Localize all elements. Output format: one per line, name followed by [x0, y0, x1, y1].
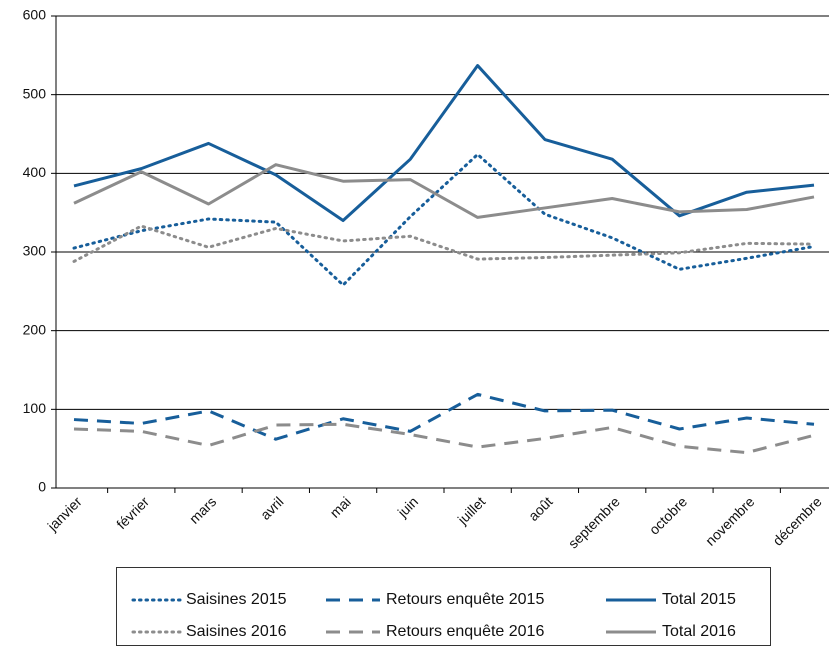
y-tick-label: 0	[38, 479, 46, 495]
y-tick-label: 300	[23, 243, 47, 259]
x-tick-label: février	[113, 493, 152, 532]
legend-box	[116, 567, 771, 646]
y-tick-label: 100	[23, 400, 47, 416]
x-tick-label: juillet	[454, 493, 489, 528]
legend-label: Total 2016	[662, 623, 736, 640]
legend-label: Saisines 2016	[186, 623, 287, 640]
x-tick-label: mai	[327, 493, 354, 520]
x-tick-label: juin	[394, 493, 421, 520]
series-line	[73, 392, 815, 441]
y-tick-label: 200	[23, 321, 47, 337]
x-tick-label: août	[525, 493, 556, 524]
x-tick-label: avril	[257, 493, 286, 522]
series-line	[72, 224, 816, 263]
x-tick-label: novembre	[702, 493, 757, 548]
legend-label: Total 2015	[662, 591, 736, 608]
y-tick-label: 400	[23, 164, 47, 180]
x-tick-label: mars	[186, 493, 219, 526]
legend-label: Saisines 2015	[186, 591, 287, 608]
y-tick-label: 500	[23, 85, 47, 101]
series-line	[72, 152, 816, 287]
series-line	[73, 422, 815, 455]
x-tick-label: décembre	[769, 493, 824, 548]
x-tick-label: septembre	[565, 493, 623, 551]
series-line	[73, 163, 815, 219]
legend-label: Retours enquête 2015	[386, 591, 544, 608]
x-tick-label: octobre	[646, 493, 690, 537]
x-tick-label: janvier	[44, 493, 85, 534]
legend-label: Retours enquête 2016	[386, 623, 544, 640]
y-tick-label: 600	[23, 7, 47, 23]
